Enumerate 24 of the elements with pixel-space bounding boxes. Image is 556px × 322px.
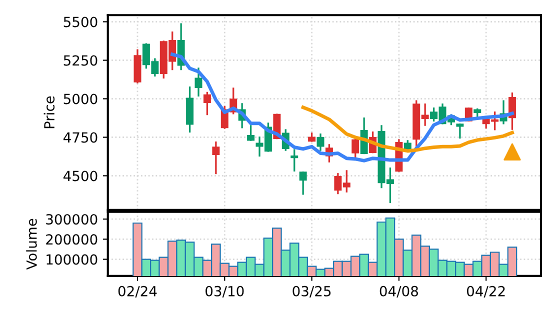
x-tick-label: 02/24 [118, 286, 157, 298]
y-tick-label: 100000 [46, 254, 98, 265]
candlestick [290, 149, 298, 172]
x-tick-label: 03/25 [292, 286, 331, 298]
line-series [301, 106, 514, 153]
y-tick-label: 4750 [63, 132, 98, 143]
y-axis-title: Price [44, 96, 55, 128]
x-tick-label: 04/08 [380, 286, 418, 298]
y-tick-label: 5250 [64, 55, 98, 66]
y-axis-title: Volume [26, 218, 37, 270]
y-tick-label: 4500 [63, 170, 98, 182]
x-tick-label: 04/22 [466, 286, 505, 298]
candlestick [212, 142, 220, 174]
candlestick [299, 172, 307, 195]
y-tick-label: 5000 [64, 94, 98, 104]
y-tick-label: 5500 [64, 16, 98, 28]
candlestick [203, 92, 211, 116]
candlestick [247, 125, 255, 141]
y-tick-label: 300000 [46, 214, 98, 225]
candlestick [316, 133, 324, 151]
candlestick [194, 68, 202, 97]
y-tick-label: 200000 [46, 234, 98, 245]
candlestick [456, 123, 464, 139]
x-tick-label: 03/10 [206, 286, 244, 298]
